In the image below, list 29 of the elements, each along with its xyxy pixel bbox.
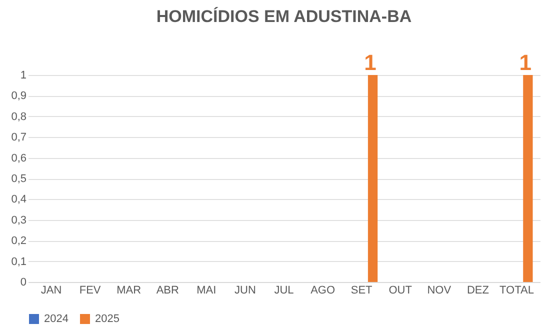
y-tick-label: 0,2 — [11, 235, 26, 248]
x-tick-label: JUN — [234, 284, 256, 296]
x-tick-label: DEZ — [466, 284, 490, 296]
y-tick-label: 0,6 — [11, 152, 26, 164]
y-tick-label: 0,1 — [11, 256, 26, 268]
x-tick-label: NOV — [427, 284, 452, 296]
data-label: 1 — [519, 50, 532, 75]
y-tick-label: 1 — [20, 70, 26, 82]
x-tick-label: JUL — [274, 284, 294, 296]
legend-label: 2025 — [95, 313, 120, 325]
y-tick-label: 0,5 — [11, 173, 26, 185]
y-tick-label: 0 — [20, 276, 26, 288]
x-tick-label: JAN — [40, 284, 62, 296]
x-tick-label: SET — [350, 284, 373, 296]
x-tick-label: FEV — [79, 284, 102, 296]
y-tick-label: 0,9 — [11, 90, 26, 102]
x-tick-label: TOTAL — [500, 284, 534, 296]
x-tick-label: MAR — [116, 284, 142, 296]
y-tick-label: 0,3 — [11, 214, 26, 226]
x-tick-label: OUT — [388, 284, 412, 296]
x-tick-label: MAI — [196, 284, 216, 296]
legend-label: 2024 — [44, 313, 68, 325]
y-tick-label: 0,8 — [11, 110, 26, 123]
y-tick-label: 0,4 — [11, 194, 26, 206]
data-label: 1 — [364, 50, 376, 75]
x-tick-label: ABR — [156, 284, 179, 296]
x-tick-label: AGO — [310, 284, 336, 296]
chart-title: HOMICÍDIOS EM ADUSTINA-BA — [156, 6, 412, 26]
y-tick-label: 0,7 — [11, 132, 26, 144]
